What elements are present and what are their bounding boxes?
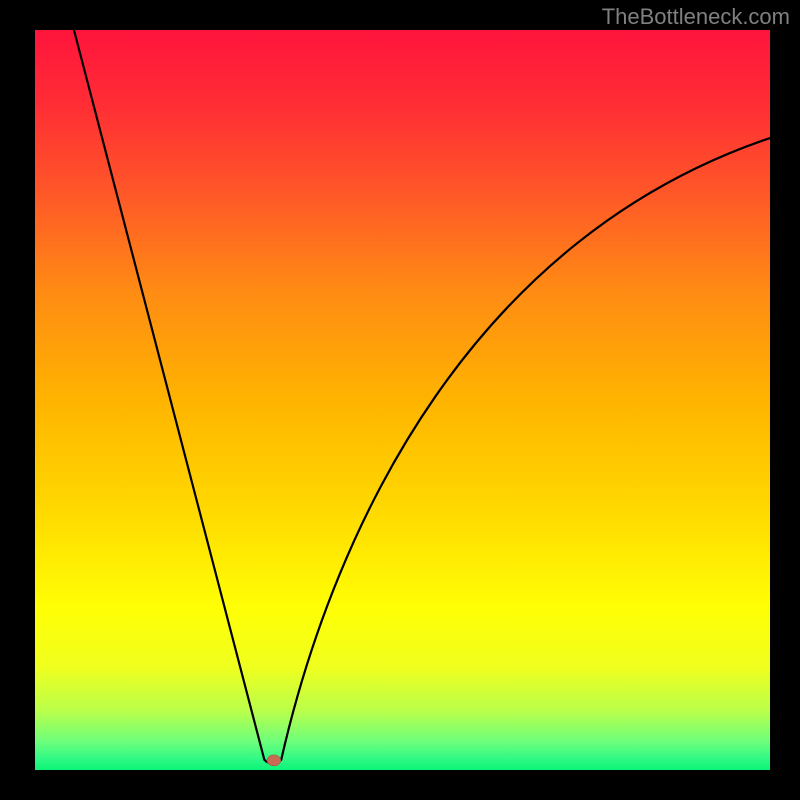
bottleneck-plot — [35, 30, 770, 770]
chart-container: TheBottleneck.com — [0, 0, 800, 800]
optimum-marker — [267, 755, 281, 766]
attribution-text: TheBottleneck.com — [602, 4, 790, 30]
plot-background — [35, 30, 770, 770]
